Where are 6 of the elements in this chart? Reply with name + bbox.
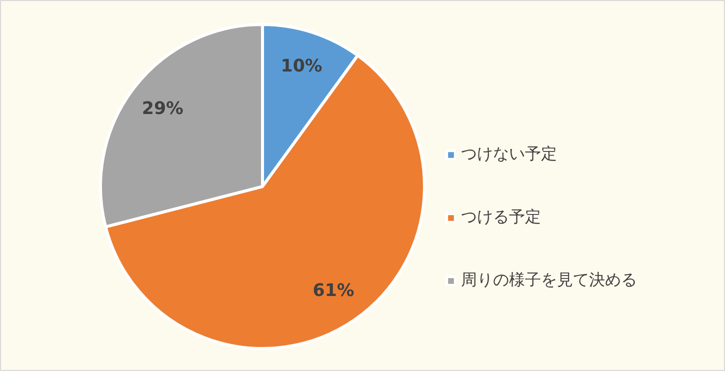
data-label: 10% <box>280 56 322 76</box>
legend-label: つける予定 <box>461 207 541 228</box>
legend-label: 周りの様子を見て決める <box>461 270 637 291</box>
legend-label: つけない予定 <box>461 144 557 165</box>
data-label: 29% <box>142 99 184 120</box>
data-label: 61% <box>312 281 354 302</box>
